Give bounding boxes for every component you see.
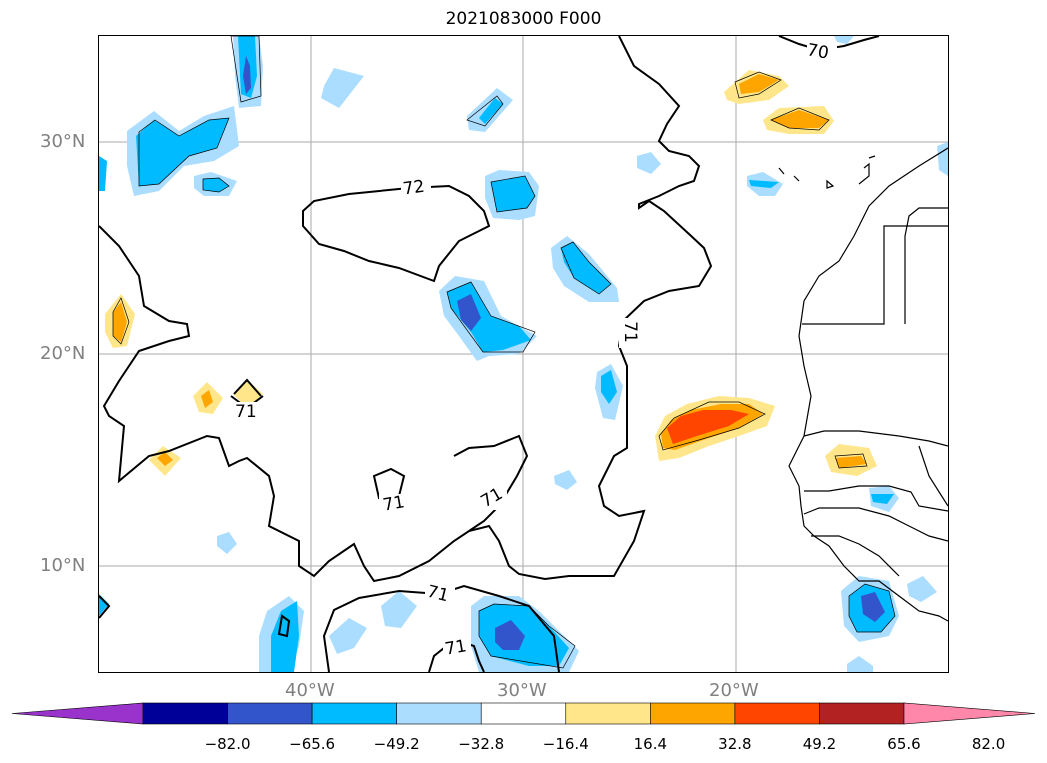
lat-label-10n: 10°N (40, 555, 86, 576)
colorbar-tick-label: −65.6 (289, 735, 336, 753)
colorbar-tick-label: 65.6 (887, 735, 921, 753)
negative-anomaly-fills (99, 36, 948, 672)
colorbar-tick-label: −16.4 (542, 735, 589, 753)
lon-label-20w: 20°W (709, 680, 759, 701)
colorbar-tick-label: 49.2 (802, 735, 837, 753)
lat-label-30n: 30°N (40, 131, 86, 152)
colorbar-segment (142, 702, 228, 725)
positive-anomaly-fills (105, 70, 877, 476)
map-title: 2021083000 F000 (445, 9, 602, 29)
colorbar-extend-max (903, 702, 1036, 725)
lon-label-40w: 40°W (285, 680, 335, 701)
colorbar-extend-min (11, 702, 144, 725)
lat-label-20n: 20°N (40, 343, 86, 364)
lon-label-30w: 30°W (497, 680, 547, 701)
colorbar-segment (396, 702, 482, 725)
contour-label-masks (231, 42, 837, 658)
map-canvas (99, 36, 948, 672)
colorbar-segment (819, 702, 905, 725)
contour-label-72: 72 (401, 176, 426, 200)
contour-label-70: 70 (805, 40, 831, 64)
colorbar-segment (227, 702, 313, 725)
colorbar-segment (480, 702, 567, 725)
contour-label-71-b: 71 (235, 402, 257, 422)
colorbar-tick-label: −49.2 (373, 735, 420, 753)
colorbar-tick-label: −82.0 (204, 735, 251, 753)
anomaly-outlines (112, 36, 896, 669)
contour-label-71-c: 71 (381, 492, 407, 516)
colorbar-tick-label: 32.8 (718, 735, 752, 753)
colorbar-tick-label: 16.4 (633, 735, 668, 753)
colorbar-tick-label: 82.0 (971, 735, 1006, 753)
contour-label-71-f: 71 (443, 636, 469, 660)
colorbar-tick-label: −32.8 (458, 735, 505, 753)
map-plot-area[interactable]: 70 72 71 71 71 71 71 71 (99, 36, 948, 672)
coastlines (778, 147, 948, 622)
graticule (99, 36, 948, 672)
colorbar-segment (650, 702, 736, 725)
colorbar-segment (311, 702, 397, 725)
colorbar (11, 702, 1036, 725)
colorbar-segment (734, 702, 820, 725)
colorbar-segment (565, 702, 651, 725)
contour-label-71-a: 71 (619, 321, 640, 343)
